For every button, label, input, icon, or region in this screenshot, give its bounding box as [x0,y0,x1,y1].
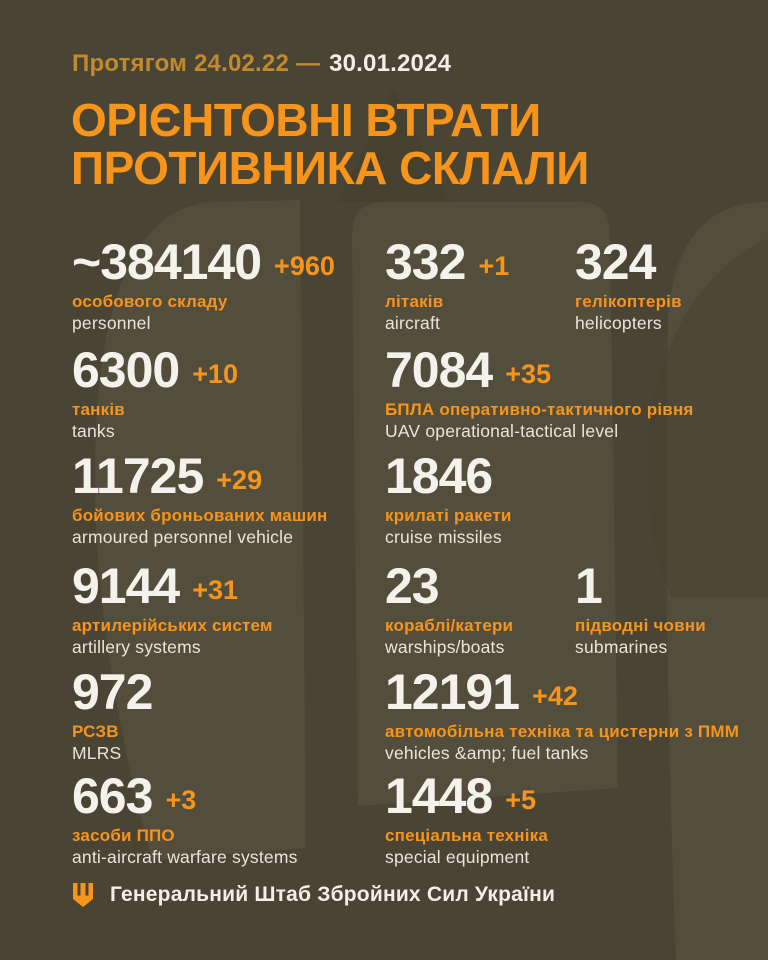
stat-value: 23 [385,558,440,614]
stat-value: 972 [72,664,153,720]
stat-label-en: special equipment [385,847,530,867]
stat-label-uk: гелікоптерів [575,292,682,311]
stat-value: 1 [575,558,603,614]
stat-warships: 23 кораблі/катери warships/boats [385,560,513,657]
stat-label-uk: автомобільна техніка та цистерни з ПММ [385,722,740,741]
stat-personnel: ~384140 +960 особового складу personnel [72,236,335,333]
page-title: ОРІЄНТОВНІ ВТРАТИ ПРОТИВНИКА СКЛАЛИ [71,96,589,192]
stat-label-en: vehicles &amp; fuel tanks [385,743,589,763]
stat-aircraft: 332 +1 літаків aircraft [385,236,509,333]
title-line-2: ПРОТИВНИКА СКЛАЛИ [71,142,589,194]
stat-artillery: 9144 +31 артилерійських систем artillery… [72,560,273,657]
stat-label-uk: спеціальна техніка [385,826,549,845]
stat-vehicles-fuel-tanks: 12191 +42 автомобільна техніка та цистер… [385,666,739,763]
stat-delta: +29 [216,465,263,495]
stat-label-uk: БПЛА оперативно-тактичного рівня [385,400,694,419]
stat-label-en: cruise missiles [385,527,502,547]
title-line-1: ОРІЄНТОВНІ ВТРАТИ [71,94,541,146]
stat-label-en: tanks [72,421,115,441]
stat-label-en: armoured personnel vehicle [72,527,294,547]
tryzub-icon [73,883,93,907]
stat-submarines: 1 підводні човни submarines [575,560,706,657]
stat-value: 7084 [385,342,493,398]
stat-value: 1448 [385,768,493,824]
stat-value: 332 [385,234,466,290]
stat-label-uk: бойових броньованих машин [72,506,328,525]
stat-special-equipment: 1448 +5 спеціальна техніка special equip… [385,770,548,867]
stat-label-uk: РСЗВ [72,722,119,741]
stat-label-en: submarines [575,637,668,657]
report-date: 30.01.2024 [329,50,452,77]
stat-helicopters: 324 гелікоптерів helicopters [575,236,682,333]
stat-delta: +35 [505,359,552,389]
stat-label-uk: особового складу [72,292,228,311]
stat-label-en: warships/boats [385,637,505,657]
stat-delta: +10 [192,359,239,389]
stat-mlrs: 972 РСЗВ MLRS [72,664,153,763]
stat-label-en: MLRS [72,743,122,763]
stat-label-uk: артилерійських систем [72,616,273,635]
stat-label-uk: крилаті ракети [385,506,512,525]
stat-value: ~384140 [72,234,262,290]
stat-value: 324 [575,234,656,290]
stat-delta: +960 [274,251,335,281]
stat-tanks: 6300 +10 танків tanks [72,344,238,441]
stat-anti-aircraft: 663 +3 засоби ППО anti-aircraft warfare … [72,770,298,867]
stat-uav: 7084 +35 БПЛА оперативно-тактичного рівн… [385,344,694,441]
stat-value: 1846 [385,448,493,504]
stat-delta: +1 [478,251,510,281]
stat-label-uk: кораблі/катери [385,616,514,635]
stat-label-en: anti-aircraft warfare systems [72,847,298,867]
stat-value: 663 [72,768,153,824]
stat-label-en: personnel [72,313,151,333]
stat-value: 6300 [72,342,180,398]
stat-value: 9144 [72,558,180,614]
stat-label-uk: літаків [385,292,444,311]
stat-value: 12191 [385,664,520,720]
stat-label-en: artillery systems [72,637,201,657]
stat-delta: +31 [192,575,239,605]
stat-label-en: aircraft [385,313,441,333]
stat-delta: +42 [532,681,578,711]
footer: Генеральний Штаб Збройних Сил України [72,882,555,908]
organization-name: Генеральний Штаб Збройних Сил України [110,883,556,906]
stat-delta: +3 [165,785,197,815]
report-period: Протягом 24.02.22 — 30.01.2024 [72,50,451,78]
stat-label-en: helicopters [575,313,662,333]
stat-label-uk: засоби ППО [72,826,175,845]
stat-label-uk: підводні човни [575,616,706,635]
stat-value: 11725 [72,448,204,504]
stat-armoured-vehicles: 11725 +29 бойових броньованих машин armo… [72,450,327,547]
stat-cruise-missiles: 1846 крилаті ракети cruise missiles [385,450,512,547]
period-label: Протягом 24.02.22 — [72,50,321,77]
stat-delta: +5 [505,785,537,815]
stat-label-uk: танків [72,400,125,419]
stat-label-en: UAV operational-tactical level [385,421,619,441]
